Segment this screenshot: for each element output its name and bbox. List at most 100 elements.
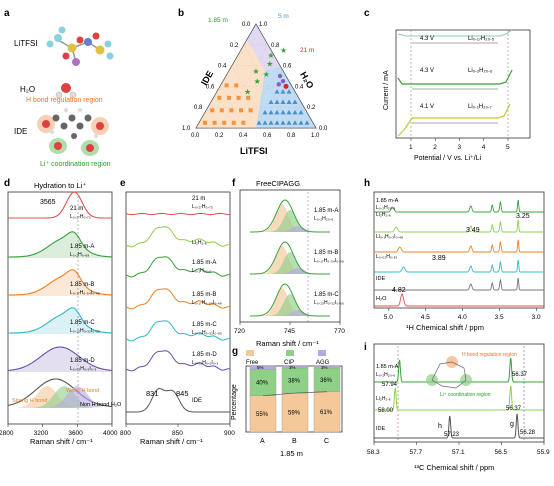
ternary-region-orange — [196, 39, 265, 128]
d-xtick-label: 4000 — [103, 430, 118, 437]
ternary-tick-left: 0.6 — [206, 84, 215, 90]
e-raman-trace — [125, 350, 231, 372]
i-xtick-label: 58.3 — [367, 449, 380, 456]
water-molecule-image — [55, 83, 77, 99]
lsv-trace-2 — [397, 69, 513, 85]
ternary-blue-marker — [286, 99, 292, 104]
h-trace-label: IDE — [376, 276, 386, 282]
f-envelope — [250, 241, 330, 275]
h-nmr-trace — [374, 239, 544, 253]
i-xtick-label: 55.9 — [537, 449, 550, 456]
panel-f-letter: f — [232, 178, 236, 189]
window-1-v: 4.3 V — [420, 36, 434, 42]
i-val-5800: 58.00 — [378, 408, 394, 414]
d-raman-trace — [8, 269, 112, 296]
panel-i-traces — [374, 357, 544, 439]
ternary-blue-marker — [286, 89, 292, 94]
g-agg-value: 5% — [257, 365, 264, 370]
h-xtick-label: 3.5 — [495, 314, 504, 321]
ternary-purple-marker — [276, 82, 281, 87]
g-free-value: 55% — [256, 412, 269, 418]
ternary-tick-bottom: 0.0 — [191, 133, 200, 139]
ternary-tick-left: 1.0 — [182, 126, 191, 132]
ternary-blue-marker — [280, 99, 286, 104]
li-coord-region-label: Li⁺ coordination region — [40, 161, 111, 168]
panel-e-xticks: 800 850 900 — [120, 424, 235, 437]
f-trace-formula: L₀.₂H₂₀.₆ — [314, 216, 333, 222]
i-nmr-trace — [374, 413, 544, 439]
litfsi-molecule-image — [46, 26, 114, 66]
ternary-tick-left: 0.4 — [218, 64, 227, 70]
d-raman-trace — [7, 346, 113, 371]
window-2-v: 4.3 V — [420, 68, 434, 74]
marker-185m-label: 1.85 m — [208, 17, 228, 24]
molecule-litfsi-label: LiTFSI — [14, 39, 38, 48]
h-xtick-label: 4.5 — [421, 314, 430, 321]
legend-cip: CIP — [284, 360, 294, 366]
ternary-tick-right: 0.6 — [283, 64, 292, 70]
d-trace-formula: L₀.₁₃H₀.₃₂I₀.₅₅ — [70, 328, 100, 334]
panel-f-traces — [250, 199, 330, 317]
panel-f-labels: 1.85 m-A L₀.₂H₂₀.₆ 1.85 m-B L₀.₁₇H₀.₃₄I₀.₄₉… — [314, 208, 344, 306]
e-raman-trace — [125, 212, 231, 216]
panel-g-bars: 55% 40% 5% 59% 38% 3% 61% 36% 3% — [249, 365, 341, 433]
g-cip-value: 40% — [256, 381, 269, 387]
i-nmr-trace — [374, 385, 544, 411]
panel-c-xticks: 1 2 3 4 5 — [409, 138, 510, 151]
i-nmr-trace — [374, 357, 544, 383]
strong-hbond-label: Strong H bond — [12, 398, 47, 404]
ternary-region-purple — [247, 24, 280, 71]
legend-agg: AGG — [316, 360, 330, 366]
c-xtick-label: 2 — [433, 144, 437, 151]
weak-hbond-label: Weak H bond — [66, 388, 99, 394]
g-cip-value: 38% — [288, 379, 301, 385]
panel-b: b ★★★★★★★ IDE H₂O LiTFSI 0.00.00.00.20.2… — [178, 8, 328, 156]
h-xtick-label: 5.0 — [384, 314, 393, 321]
ternary-tick-bottom: 0.8 — [287, 133, 296, 139]
h-nmr-trace — [374, 259, 544, 273]
c-xtick-label: 1 — [409, 144, 413, 151]
panel-i: i 1.85 m-A L₀.₂H₂₀.₆ Li₂H₂.₆ IDE 57.94 56.3… — [364, 342, 550, 472]
ternary-tick-left: 0.0 — [242, 22, 251, 28]
e-trace-label: 1.85 m-B — [192, 292, 216, 298]
legend-free-swatch — [246, 350, 254, 356]
g-bar-free — [249, 395, 277, 433]
ternary-green-marker: ★ — [267, 51, 274, 60]
panel-f: f FreeCIPAGG 1.85 m-A L₀.₂H₂₀.₆ 1.85 m-B L₀… — [232, 178, 345, 348]
g-bar-agg — [249, 365, 277, 370]
e-xtick-label: 800 — [120, 430, 131, 437]
g-bar-agg — [313, 365, 341, 369]
ternary-ticks: 0.0 0.0 0.0 0.2 0.2 0.2 0.4 0.4 0.4 0.6 0.6 0.6 0.8 0… — [182, 22, 328, 139]
panel-f-xticks: 720 745 770 — [234, 322, 345, 335]
panel-h-traces — [374, 199, 544, 307]
ternary-blue-marker — [280, 109, 286, 115]
ternary-blue-marker — [268, 109, 274, 115]
e-trace-formula: L₀.₂H₂₀.₆ — [192, 268, 211, 274]
i-xtick-label: 57.1 — [452, 449, 465, 456]
h-trace-formula: Li₂H₂.₆ — [376, 212, 391, 218]
ternary-blue-marker — [292, 99, 298, 104]
panel-d-xlabel: Raman shift / cm⁻¹ — [30, 437, 93, 446]
i-h-label: h — [438, 423, 442, 430]
ternary-tick-bottom: 0.6 — [263, 133, 272, 139]
d-xtick-label: 3200 — [34, 430, 49, 437]
e-raman-trace — [125, 226, 231, 248]
ternary-blue-marker — [274, 109, 280, 115]
f-xtick-label: 770 — [334, 328, 345, 335]
d-raman-trace — [8, 307, 112, 334]
ternary-green-marker: ★ — [263, 70, 270, 79]
d-trace-label: 1.85 m-A — [70, 244, 94, 250]
panel-h-xticks: 5.0 4.5 4.0 3.5 3.0 — [384, 308, 541, 321]
d-raman-trace — [8, 191, 112, 219]
g-category-label: C — [324, 438, 329, 445]
panel-g-categories: A B C — [260, 438, 329, 445]
i-g-label: g — [510, 421, 514, 428]
h-peak-349: 3.49 — [466, 227, 480, 234]
g-bar-cip — [281, 367, 309, 394]
panel-c-frame — [395, 29, 531, 139]
ternary-orange-marker — [212, 120, 217, 125]
d-trace-formula: L₀.₂₇H₀.₇₃ — [70, 214, 91, 220]
panel-i-xlabel: ¹³C Chemical shift / ppm — [414, 463, 494, 472]
f-xtick-label: 720 — [234, 328, 245, 335]
